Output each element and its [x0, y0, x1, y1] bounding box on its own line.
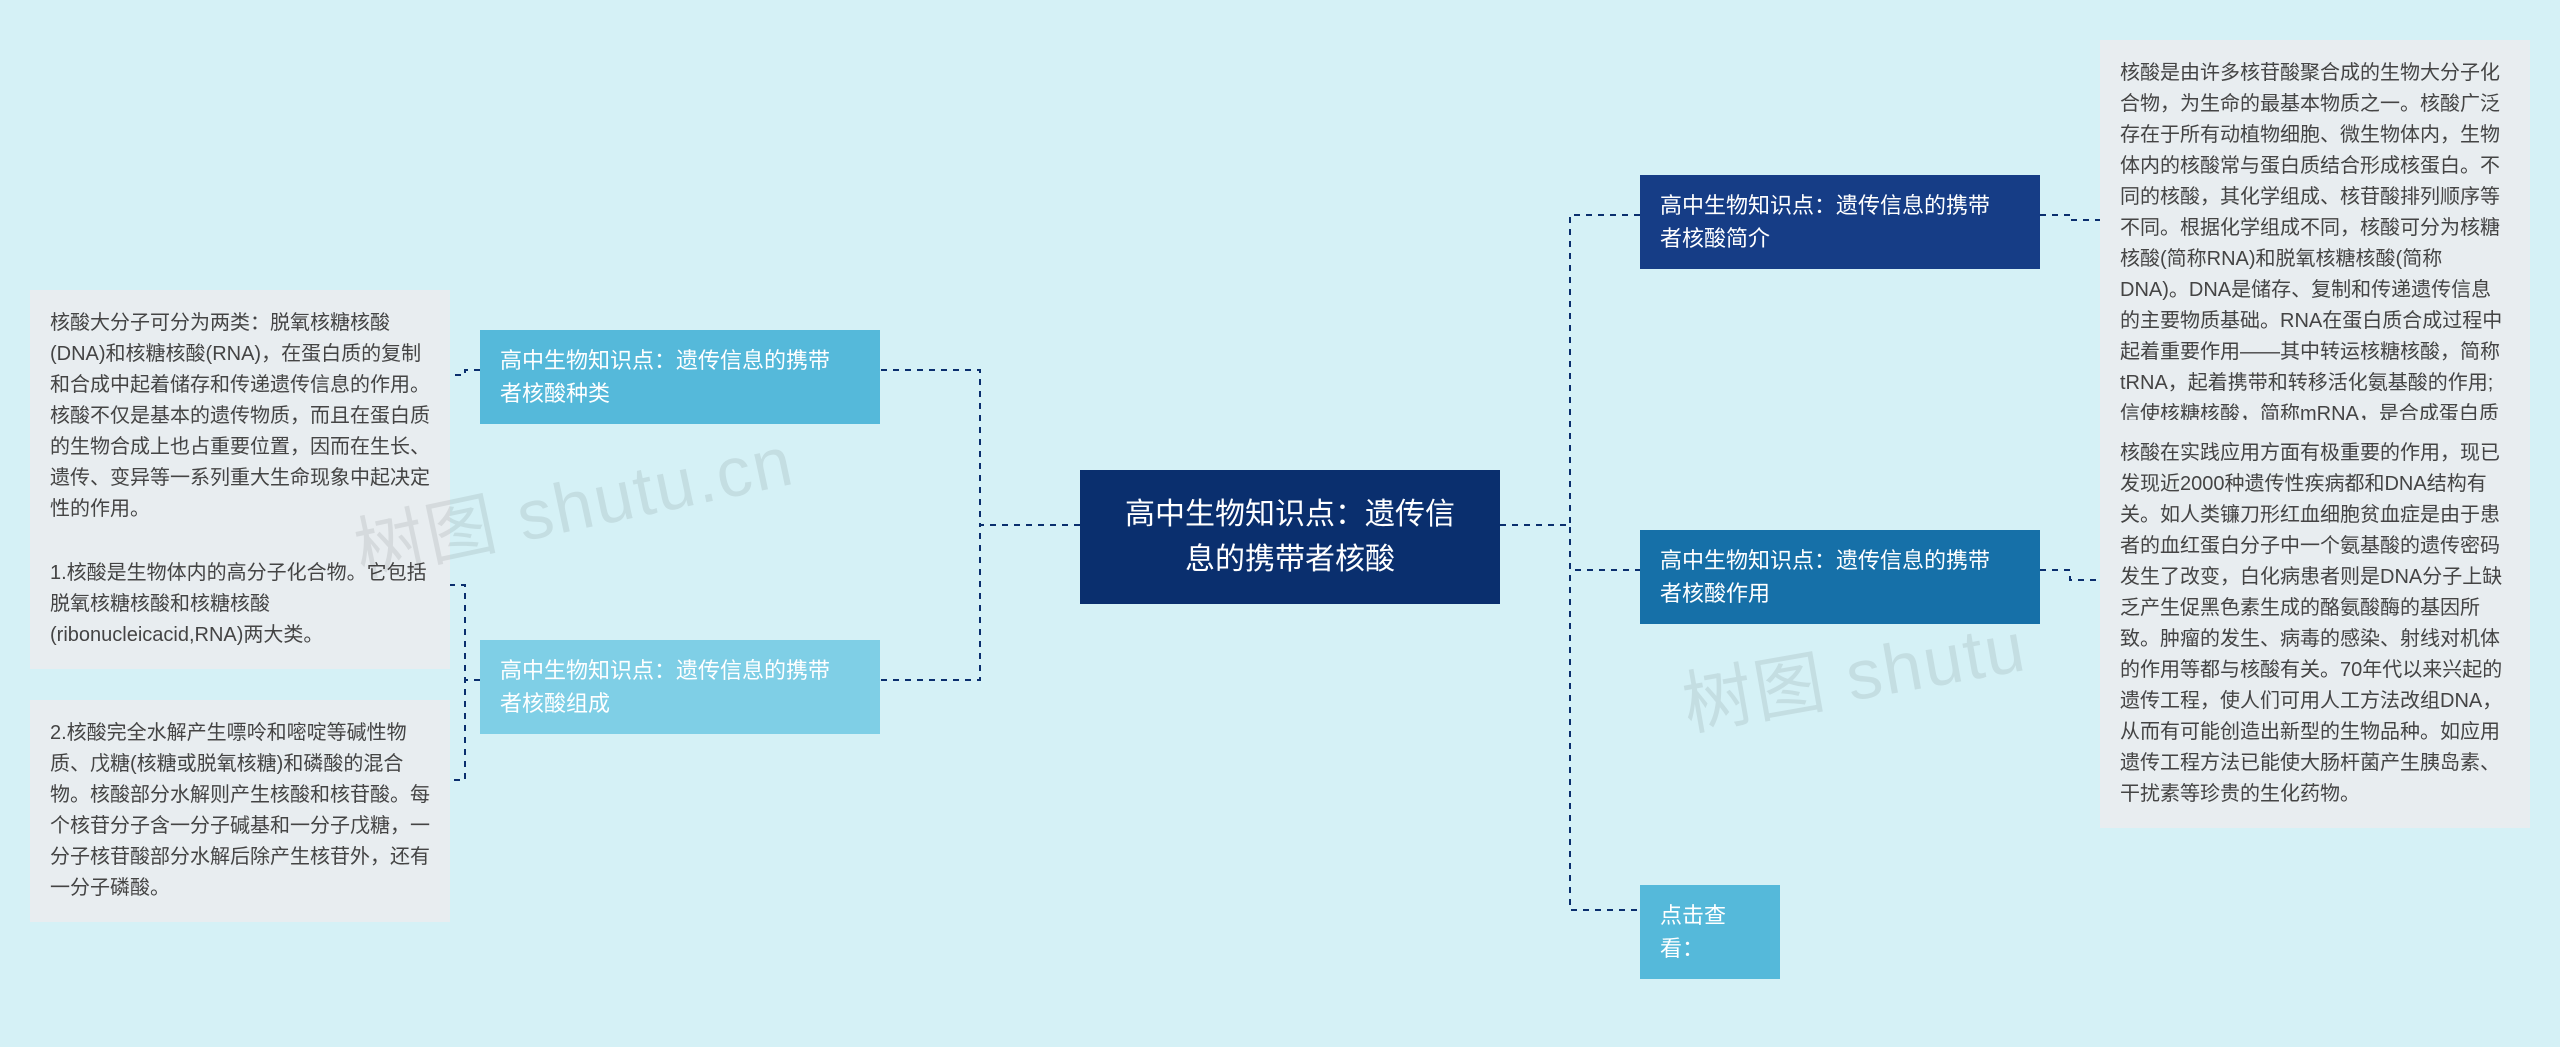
leaf-node: 2.核酸完全水解产生嘌呤和嘧啶等碱性物质、戊糖(核糖或脱氧核糖)和磷酸的混合物。… [30, 700, 450, 922]
leaf-node: 核酸在实践应用方面有极重要的作用，现已发现近2000种遗传性疾病都和DNA结构有… [2100, 420, 2530, 828]
branch-node: 高中生物知识点：遗传信息的携带者核酸作用 [1640, 530, 2040, 624]
mindmap-canvas: 高中生物知识点：遗传信息的携带者核酸 高中生物知识点：遗传信息的携带者核酸简介核酸… [0, 0, 2560, 1047]
center-topic: 高中生物知识点：遗传信息的携带者核酸 [1080, 470, 1500, 604]
branch-node: 高中生物知识点：遗传信息的携带者核酸组成 [480, 640, 880, 734]
leaf-node: 核酸大分子可分为两类：脱氧核糖核酸(DNA)和核糖核酸(RNA)，在蛋白质的复制… [30, 290, 450, 543]
branch-node: 点击查看： [1640, 885, 1780, 979]
leaf-node: 1.核酸是生物体内的高分子化合物。它包括脱氧核糖核酸和核糖核酸(ribonucl… [30, 540, 450, 669]
branch-node: 高中生物知识点：遗传信息的携带者核酸简介 [1640, 175, 2040, 269]
branch-node: 高中生物知识点：遗传信息的携带者核酸种类 [480, 330, 880, 424]
